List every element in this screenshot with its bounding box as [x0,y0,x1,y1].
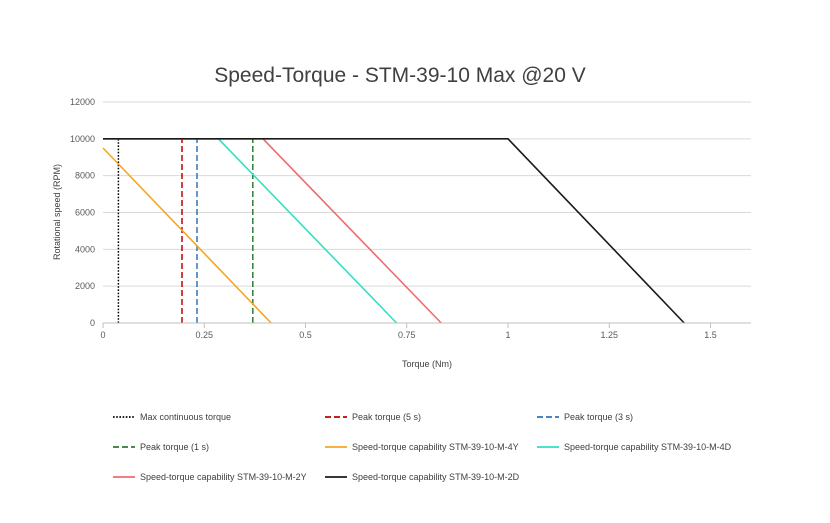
legend-label: Max continuous torque [140,412,231,422]
legend-item-max-continuous-torque: Max continuous torque [113,412,231,422]
x-tick-label: 1 [505,330,510,340]
legend-item-speed-torque-capability-stm-39-10-m-2d: Speed-torque capability STM-39-10-M-2D [325,472,520,482]
x-tick-label: 1.25 [600,330,618,340]
x-tick-label: 0 [100,330,105,340]
legend-item-peak-torque-1-s: Peak torque (1 s) [113,442,209,452]
legend-label: Speed-torque capability STM-39-10-M-4Y [352,442,519,452]
chart-title: Speed-Torque - STM-39-10 Max @20 V [214,64,585,87]
legend-label: Speed-torque capability STM-39-10-M-4D [564,442,732,452]
axes: 0 2000 4000 6000 8000 10000 12000 0 0.25 0.5 0.75 1… [70,97,751,340]
y-tick-label: 6000 [75,208,95,218]
x-tick-label: 0.75 [398,330,416,340]
y-axis-label: Rotational speed (RPM) [52,164,62,260]
legend-item-speed-torque-capability-stm-39-10-m-4y: Speed-torque capability STM-39-10-M-4Y [325,442,519,452]
x-tick-label: 1.5 [704,330,717,340]
series-speed-torque-capability-stm-39-10-m-2d [103,138,685,324]
plot-area [102,138,685,324]
gridlines [103,101,751,287]
x-axis-label: Torque (Nm) [402,359,452,369]
legend-item-speed-torque-capability-stm-39-10-m-2y: Speed-torque capability STM-39-10-M-2Y [113,472,307,482]
legend-label: Speed-torque capability STM-39-10-M-2D [352,472,520,482]
legend-label: Speed-torque capability STM-39-10-M-2Y [140,472,307,482]
series-speed-torque-capability-stm-39-10-m-2y [103,138,442,324]
legend-item-peak-torque-5-s: Peak torque (5 s) [325,412,421,422]
y-tick-label: 10000 [70,134,95,144]
y-tick-label: 12000 [70,97,95,107]
x-tick-label: 0.5 [299,330,312,340]
y-tick-label: 4000 [75,244,95,254]
x-tick-label: 0.25 [195,330,213,340]
y-tick-label: 2000 [75,281,95,291]
legend-item-peak-torque-3-s: Peak torque (3 s) [537,412,633,422]
legend-label: Peak torque (5 s) [352,412,421,422]
legend-item-speed-torque-capability-stm-39-10-m-4d: Speed-torque capability STM-39-10-M-4D [537,442,732,452]
y-tick-label: 8000 [75,171,95,181]
series-speed-torque-capability-stm-39-10-m-4y [102,147,272,324]
legend: Max continuous torque Peak torque (5 s) Pe… [113,412,732,482]
y-tick-label: 0 [90,318,95,328]
legend-label: Peak torque (1 s) [140,442,209,452]
legend-label: Peak torque (3 s) [564,412,633,422]
